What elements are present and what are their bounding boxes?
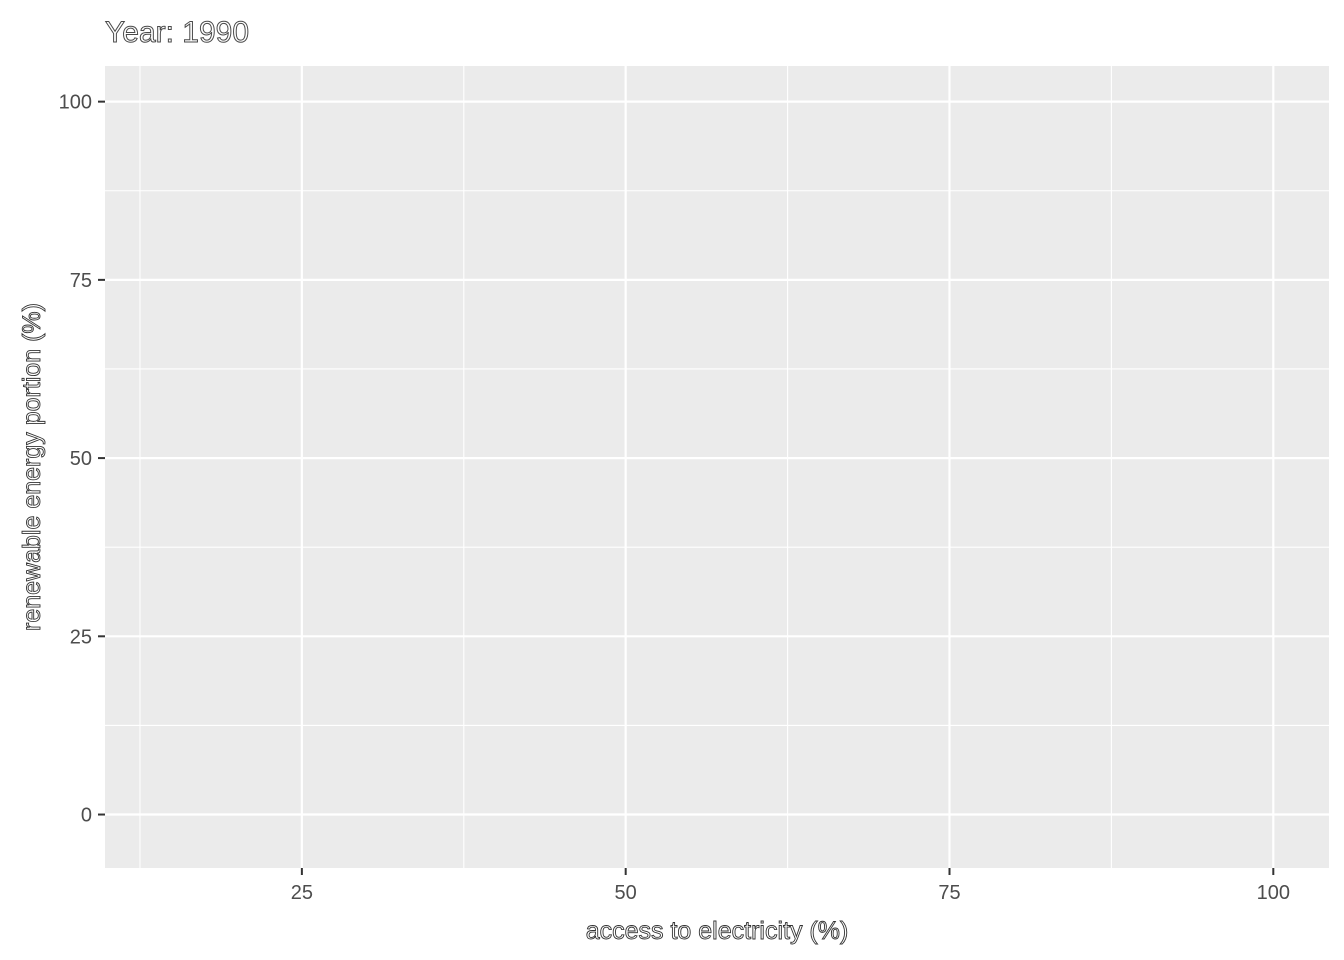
chart-title: Year: 1990 (105, 16, 249, 49)
y-tick-label: 100 (59, 92, 92, 114)
y-tick-label: 75 (70, 270, 92, 292)
x-tick-label: 50 (615, 882, 637, 904)
plot-panel (105, 66, 1329, 868)
y-tick-label: 25 (70, 626, 92, 648)
x-tick-label: 25 (291, 882, 313, 904)
x-tick-label: 75 (938, 882, 960, 904)
x-axis: 25 50 75 100 (291, 868, 1290, 904)
x-tick-label: 100 (1257, 882, 1290, 904)
minor-gridlines (105, 66, 1329, 868)
x-axis-title: access to electricity (%) (586, 917, 849, 945)
y-tick-label: 50 (70, 448, 92, 470)
y-tick-label: 0 (81, 805, 92, 827)
major-gridlines (105, 66, 1329, 868)
y-axis: 0 25 50 75 100 (59, 92, 105, 827)
y-axis-title: renewable energy portion (%) (18, 303, 46, 631)
